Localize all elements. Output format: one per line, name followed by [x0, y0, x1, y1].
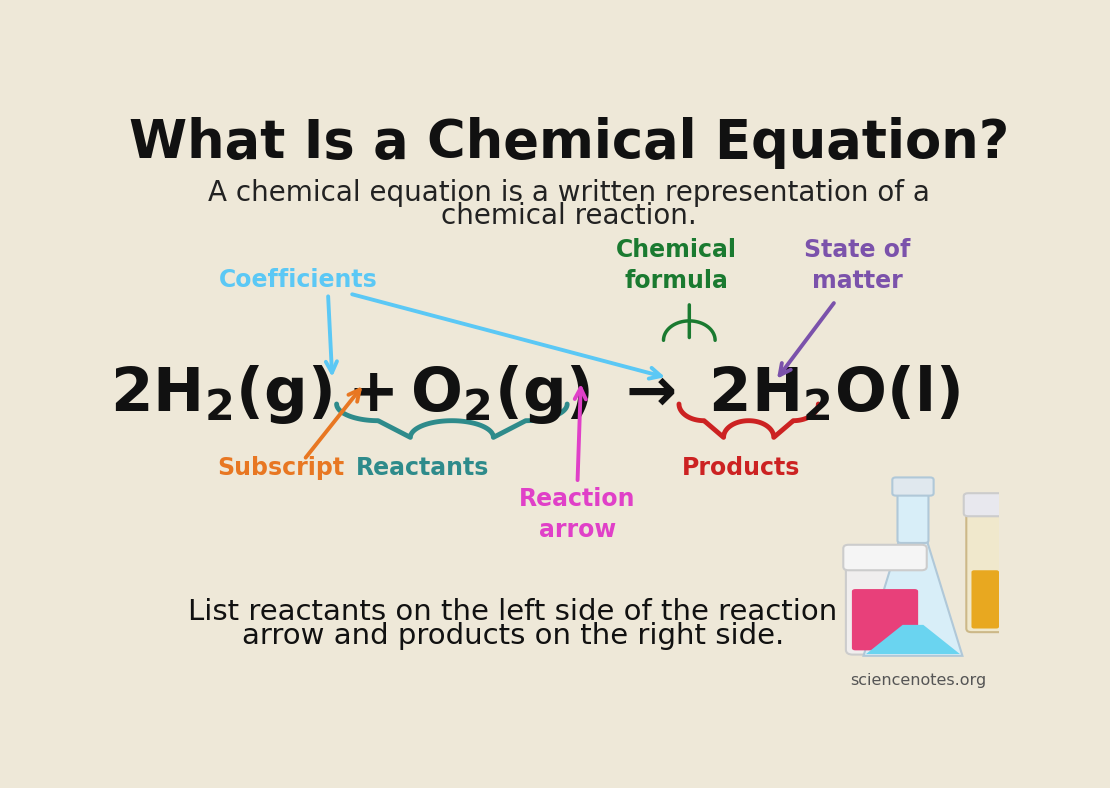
Text: State of
matter: State of matter: [804, 238, 910, 293]
Polygon shape: [866, 625, 960, 654]
Polygon shape: [864, 534, 962, 656]
Text: Reaction
arrow: Reaction arrow: [519, 487, 636, 542]
Text: arrow and products on the right side.: arrow and products on the right side.: [242, 622, 784, 650]
Text: A chemical equation is a written representation of a: A chemical equation is a written represe…: [208, 179, 930, 207]
FancyBboxPatch shape: [851, 589, 918, 650]
Text: $\mathbf{2H_2(g) + O_2(g)\ \rightarrow\ 2H_2O(l)}$: $\mathbf{2H_2(g) + O_2(g)\ \rightarrow\ …: [110, 363, 959, 426]
Text: chemical reaction.: chemical reaction.: [441, 202, 697, 230]
FancyBboxPatch shape: [844, 545, 927, 571]
Text: Subscript: Subscript: [218, 455, 344, 480]
FancyBboxPatch shape: [892, 478, 934, 496]
Text: Reactants: Reactants: [356, 455, 490, 480]
Text: Coefficients: Coefficients: [219, 268, 377, 292]
Text: List reactants on the left side of the reaction: List reactants on the left side of the r…: [189, 597, 838, 626]
Text: What Is a Chemical Equation?: What Is a Chemical Equation?: [129, 117, 1009, 169]
Text: Chemical
formula: Chemical formula: [616, 238, 737, 293]
FancyBboxPatch shape: [846, 551, 925, 655]
FancyBboxPatch shape: [967, 504, 1005, 632]
FancyBboxPatch shape: [963, 493, 1007, 516]
FancyBboxPatch shape: [971, 571, 999, 629]
Text: Products: Products: [682, 455, 800, 480]
Text: sciencenotes.org: sciencenotes.org: [850, 673, 986, 688]
FancyBboxPatch shape: [898, 486, 928, 543]
